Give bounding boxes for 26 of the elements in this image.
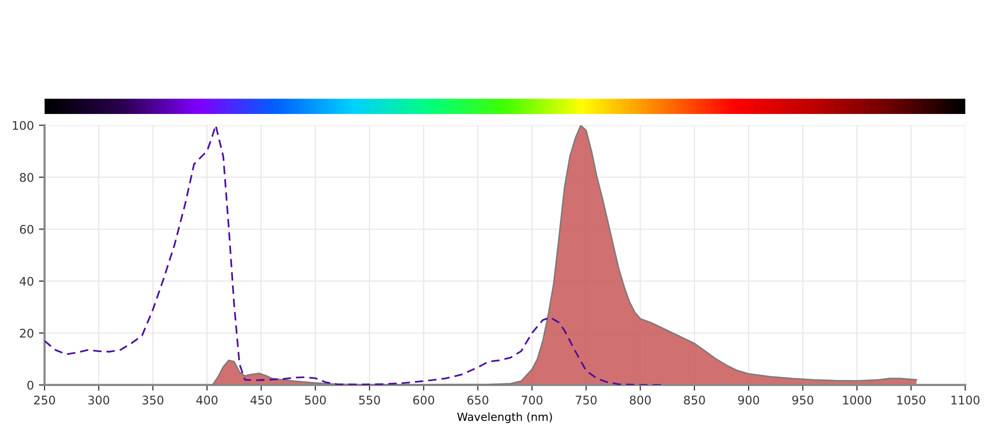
x-tick-label: 450 [250, 396, 272, 405]
y-tick-label: 80 [20, 172, 34, 182]
x-tick-label: 700 [522, 396, 542, 405]
y-tick-label: 100 [12, 121, 34, 130]
x-tick-label: 650 [467, 396, 488, 405]
x-tick-label: 900 [738, 396, 760, 405]
x-tick-label: 300 [88, 396, 110, 405]
x-tick-label: 1050 [897, 396, 926, 405]
x-tick-label: 250 [34, 396, 56, 405]
y-tick-label: 0 [27, 380, 34, 390]
x-tick-label: 550 [359, 396, 380, 405]
x-tick-label: 500 [304, 396, 326, 405]
y-tick-label: 60 [20, 224, 34, 234]
line-series [44, 125, 663, 385]
x-axis-title: Wavelength (nm) [457, 412, 552, 424]
x-tick-label: 400 [196, 396, 218, 405]
x-tick-label: 600 [413, 396, 434, 405]
x-tick-label: 950 [792, 396, 814, 405]
y-tick-label: 40 [20, 276, 34, 286]
x-tick-label: 350 [142, 396, 164, 405]
y-tick-label: 20 [20, 328, 34, 338]
x-tick-label: 800 [630, 396, 651, 405]
x-tick-label: 1100 [952, 396, 980, 405]
x-tick-label: 750 [576, 396, 597, 405]
x-tick-label: 1000 [843, 396, 872, 405]
x-tick-label: 850 [684, 396, 705, 405]
